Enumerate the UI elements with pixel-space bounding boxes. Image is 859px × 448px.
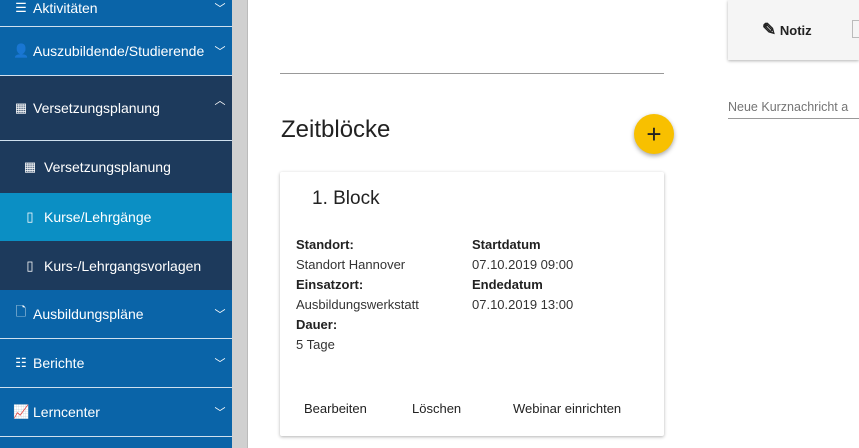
presenter-icon: ▯	[26, 209, 34, 224]
einsatzort-value: Ausbildungswerkstatt	[296, 297, 419, 312]
block-card: 1. Block Standort: Standort Hannover Ein…	[280, 172, 664, 436]
ende-label: Endedatum	[472, 277, 543, 292]
person-icon: 👤	[13, 43, 30, 58]
chevron-down-icon: ﹀	[214, 3, 226, 15]
chevron-down-icon: ﹀	[214, 358, 226, 370]
sidebar-item-auszubildende[interactable]: 👤 Auszubildende/Studierende ﹀	[0, 27, 232, 76]
chevron-down-icon: ﹀	[214, 309, 226, 321]
start-value: 07.10.2019 09:00	[472, 257, 574, 272]
chevron-down-icon: ﹀	[214, 407, 226, 419]
sidebar-item-label: Ausbildungspläne	[33, 306, 144, 322]
sidebar-item-label: Versetzungsplanung	[44, 159, 171, 175]
sidebar-item-label: Lerncenter	[33, 404, 100, 420]
presenter-icon: ▯	[26, 257, 34, 273]
sidebar-scrollbar[interactable]	[232, 0, 248, 448]
chart-line-icon: 📈	[13, 404, 30, 419]
standort-value: Standort Hannover	[296, 257, 406, 272]
sidebar-item-label: Aktivitäten	[33, 0, 98, 16]
ende-value: 07.10.2019 13:00	[472, 297, 574, 312]
sidebar-item-versetzungsplanung[interactable]: ▦ Versetzungsplanung ︿	[0, 76, 232, 141]
activity-list-icon: ☰	[15, 0, 27, 15]
dauer-label: Dauer:	[296, 317, 338, 332]
webinar-button[interactable]: Webinar einrichten	[513, 401, 622, 416]
list-icon: ☷	[15, 355, 27, 370]
sidebar-item-label: Berichte	[33, 355, 85, 371]
einsatzort-label: Einsatzort:	[296, 277, 364, 292]
standort-label: Standort:	[296, 237, 354, 252]
sidebar-subitem-versetzungsplanung[interactable]: ▦ Versetzungsplanung	[0, 141, 232, 193]
sidebar-subitem-vorlagen[interactable]: ▯ Kurs-/Lehrgangsvorlagen	[0, 241, 232, 290]
message-input[interactable]	[728, 95, 859, 119]
pencil-icon: ✎	[762, 20, 777, 39]
chevron-up-icon: ︿	[214, 95, 226, 107]
sidebar-item-berichte[interactable]: ☷ Berichte ﹀	[0, 339, 232, 388]
sidebar-subitem-kurse[interactable]: ▯ Kurse/Lehrgänge	[0, 193, 232, 241]
add-block-button[interactable]: +	[634, 114, 674, 154]
calendar-clock-icon: ▦	[23, 159, 37, 174]
chevron-down-icon: ﹀	[214, 46, 226, 58]
card-title: 1. Block	[312, 188, 380, 209]
sidebar-item-label: Auszubildende/Studierende	[33, 43, 205, 59]
calendar-icon[interactable]	[852, 20, 859, 38]
sidebar-item-aktivitaeten[interactable]: ☰ Aktivitäten ﹀	[0, 0, 232, 27]
sidebar-item-label: Versetzungsplanung	[33, 100, 160, 116]
edit-button[interactable]: Bearbeiten	[304, 401, 367, 416]
section-title: Zeitblöcke	[281, 116, 391, 143]
sidebar-item-ausbildungsplaene[interactable]: 🗋 Ausbildungspläne ﹀	[0, 290, 232, 339]
start-label: Startdatum	[472, 237, 541, 252]
action-panel: ✎ Notiz	[728, 0, 859, 60]
notiz-button[interactable]: ✎ Notiz	[762, 20, 812, 40]
delete-button[interactable]: Löschen	[412, 401, 462, 416]
divider	[280, 73, 664, 74]
sidebar-item-lerncenter[interactable]: 📈 Lerncenter ﹀	[0, 388, 232, 437]
sidebar-item-label: Kurse/Lehrgänge	[44, 209, 152, 225]
document-icon: 🗋	[15, 304, 27, 319]
calendar-clock-icon: ▦	[14, 100, 28, 115]
sidebar-item-label: Kurs-/Lehrgangsvorlagen	[44, 257, 202, 274]
sidebar: ☰ Aktivitäten ﹀ 👤 Auszubildende/Studierende…	[0, 0, 232, 448]
notiz-label: Notiz	[779, 23, 812, 38]
dauer-value: 5 Tage	[296, 337, 335, 352]
